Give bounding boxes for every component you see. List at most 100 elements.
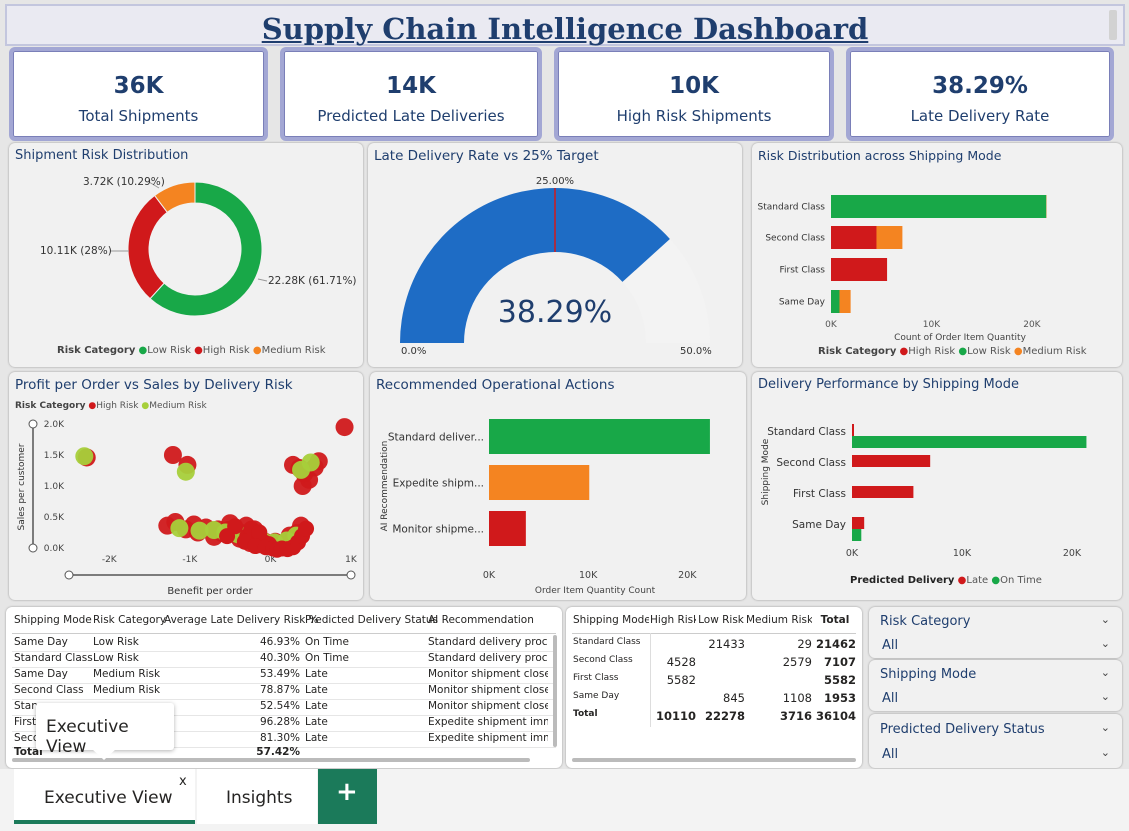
bar-segment[interactable] [831, 195, 1047, 218]
scatter-point[interactable] [251, 524, 268, 541]
gauge-max-label: 50.0% [680, 346, 712, 357]
risk-matrix[interactable]: Shipping Mode High Risk Low Risk Medium Ris… [566, 607, 862, 768]
scatter-point[interactable] [335, 418, 354, 437]
chevron-down-icon[interactable]: ⌄ [1100, 666, 1110, 679]
bar[interactable] [489, 511, 526, 546]
risk-by-mode-chart[interactable]: Standard Class Second Class First Class Sam… [752, 143, 1122, 367]
chevron-down-icon[interactable]: ⌄ [1100, 637, 1110, 650]
bar[interactable] [852, 517, 865, 529]
col-header[interactable]: Predicted Delivery Status [305, 614, 439, 626]
bar-segment[interactable] [876, 226, 903, 249]
matrix-row[interactable]: Standard Class 21433 29 21462 [566, 637, 856, 653]
col-header[interactable]: Low Risk [698, 614, 744, 626]
scatter-card[interactable]: Profit per Order vs Sales by Delivery Ri… [9, 372, 363, 600]
col-header[interactable]: Medium Risk [746, 614, 812, 626]
chevron-down-icon[interactable]: ⌄ [1100, 746, 1110, 759]
chevron-down-icon[interactable]: ⌄ [1100, 613, 1110, 626]
table-row[interactable]: Seco 81.30% Late Expedite shipment immedi [6, 732, 548, 748]
chevron-down-icon[interactable]: ⌄ [1100, 721, 1110, 734]
slicer-value[interactable]: All [882, 638, 899, 653]
col-header[interactable]: High Risk [650, 614, 696, 626]
scatter-chart[interactable]: 2.0K 1.5K 1.0K 0.5K 0.0K -2K -1K 0K 1K Sales per … [9, 372, 363, 600]
title-scrollbar[interactable] [1109, 10, 1117, 40]
bar-segment[interactable] [831, 258, 888, 281]
add-page-button[interactable]: + [318, 769, 377, 824]
legend-item[interactable]: High Risk [96, 401, 139, 411]
table-cell: Late [305, 716, 328, 728]
chevron-down-icon[interactable]: ⌄ [1100, 690, 1110, 703]
scatter-point[interactable] [176, 462, 195, 481]
delivery-perf-card[interactable]: Delivery Performance by Shipping Mode St… [752, 372, 1122, 600]
close-icon[interactable]: x [179, 774, 187, 789]
table-cell: Same Day [14, 668, 68, 680]
tab-executive-view[interactable]: Executive View x [14, 769, 195, 824]
risk-by-mode-card[interactable]: Risk Distribution across Shipping Mode S… [752, 143, 1122, 367]
shipment-risk-card[interactable]: Shipment Risk Distribution 22.28K (61.71… [9, 143, 363, 367]
legend-item[interactable]: Medium Risk [1022, 346, 1087, 357]
legend-item[interactable]: Late [966, 575, 989, 586]
bar[interactable] [852, 436, 1087, 448]
bar[interactable] [852, 529, 862, 541]
bar-segment[interactable] [831, 290, 840, 313]
bar-segment[interactable] [839, 290, 851, 313]
legend-item[interactable]: Medium Risk [261, 345, 326, 356]
legend-item[interactable]: Medium Risk [149, 401, 207, 411]
bar[interactable] [489, 419, 710, 454]
slicer-value[interactable]: All [882, 747, 899, 762]
bar[interactable] [852, 486, 914, 498]
slicer-risk-category[interactable]: Risk Category ⌄ All ⌄ [869, 607, 1122, 658]
col-header[interactable]: Risk Category [93, 614, 167, 626]
col-header[interactable]: AI Recommendation [428, 614, 534, 626]
bar[interactable] [489, 465, 590, 500]
col-header[interactable]: Total [820, 614, 850, 626]
slicer-shipping-mode[interactable]: Shipping Mode ⌄ All ⌄ [869, 660, 1122, 711]
bar-segment[interactable] [831, 226, 877, 249]
delivery-perf-chart[interactable]: Standard Class Second Class First Class Sam… [752, 372, 1122, 600]
actions-chart[interactable]: Standard deliver... Expedite shipm... Moni… [370, 372, 746, 600]
scatter-point[interactable] [293, 477, 312, 495]
donut-chart[interactable]: 22.28K (61.71%) 10.11K (28%) 3.72K (10.29%… [9, 143, 363, 367]
scatter-point[interactable] [190, 521, 209, 540]
table-row[interactable]: Second Class Medium Risk 78.87% Late Monitor… [6, 684, 548, 700]
legend-title: Risk Category [15, 401, 86, 411]
bar[interactable] [852, 424, 854, 436]
donut-slice[interactable] [153, 181, 196, 213]
bar[interactable] [852, 455, 931, 467]
legend-item[interactable]: Low Risk [147, 345, 191, 356]
table-row[interactable]: Standard Class Low Risk 40.30% On Time Stand… [6, 652, 548, 668]
col-header[interactable]: Shipping Mode [573, 614, 649, 626]
table-row[interactable]: Same Day Low Risk 46.93% On Time Standard de… [6, 636, 548, 652]
scatter-point[interactable] [219, 528, 236, 545]
col-header[interactable]: Average Late Delivery Risk % [164, 614, 319, 626]
scatter-point[interactable] [163, 446, 182, 464]
table-row[interactable]: Same Day Medium Risk 53.49% Late Monitor shi… [6, 668, 548, 684]
x-tick-label: 20K [678, 570, 697, 581]
legend-item[interactable]: On Time [1000, 575, 1042, 586]
actions-card[interactable]: Recommended Operational Actions Standard… [370, 372, 746, 600]
table-row[interactable]: First 96.28% Late Expedite shipment immedi [6, 716, 548, 732]
matrix-cell: 5582 [823, 673, 856, 687]
legend-item[interactable]: Low Risk [967, 346, 1011, 357]
table-row[interactable]: Stan 52.54% Late Monitor shipment closely [6, 700, 548, 716]
donut-slice[interactable] [149, 181, 263, 317]
table-v-scrollbar[interactable] [553, 635, 557, 747]
gauge-chart[interactable]: 25.00% 38.29% 0.0% 50.0% [368, 143, 742, 367]
tab-insights[interactable]: Insights [197, 769, 317, 824]
table-h-scrollbar[interactable] [12, 758, 530, 762]
scatter-point[interactable] [75, 447, 94, 466]
slicer-value[interactable]: All [882, 691, 899, 706]
scatter-point[interactable] [170, 519, 189, 538]
matrix-h-scrollbar[interactable] [572, 758, 856, 762]
col-header[interactable]: Shipping Mode [14, 614, 92, 626]
legend-item[interactable]: High Risk [908, 346, 956, 357]
matrix-row[interactable]: First Class 5582 5582 [566, 673, 856, 689]
legend-dot-medium: ● [1013, 346, 1023, 357]
legend-item[interactable]: High Risk [202, 345, 250, 356]
scatter-point[interactable] [292, 460, 311, 479]
scatter-point[interactable] [298, 520, 315, 537]
matrix-row[interactable]: Second Class 4528 2579 7107 [566, 655, 856, 671]
slicer-predicted-delivery[interactable]: Predicted Delivery Status ⌄ All ⌄ [869, 714, 1122, 768]
matrix-row[interactable]: Same Day 845 1108 1953 [566, 691, 856, 707]
late-rate-gauge-card[interactable]: Late Delivery Rate vs 25% Target 25.00% 3… [368, 143, 742, 367]
donut-slice[interactable] [127, 194, 168, 300]
